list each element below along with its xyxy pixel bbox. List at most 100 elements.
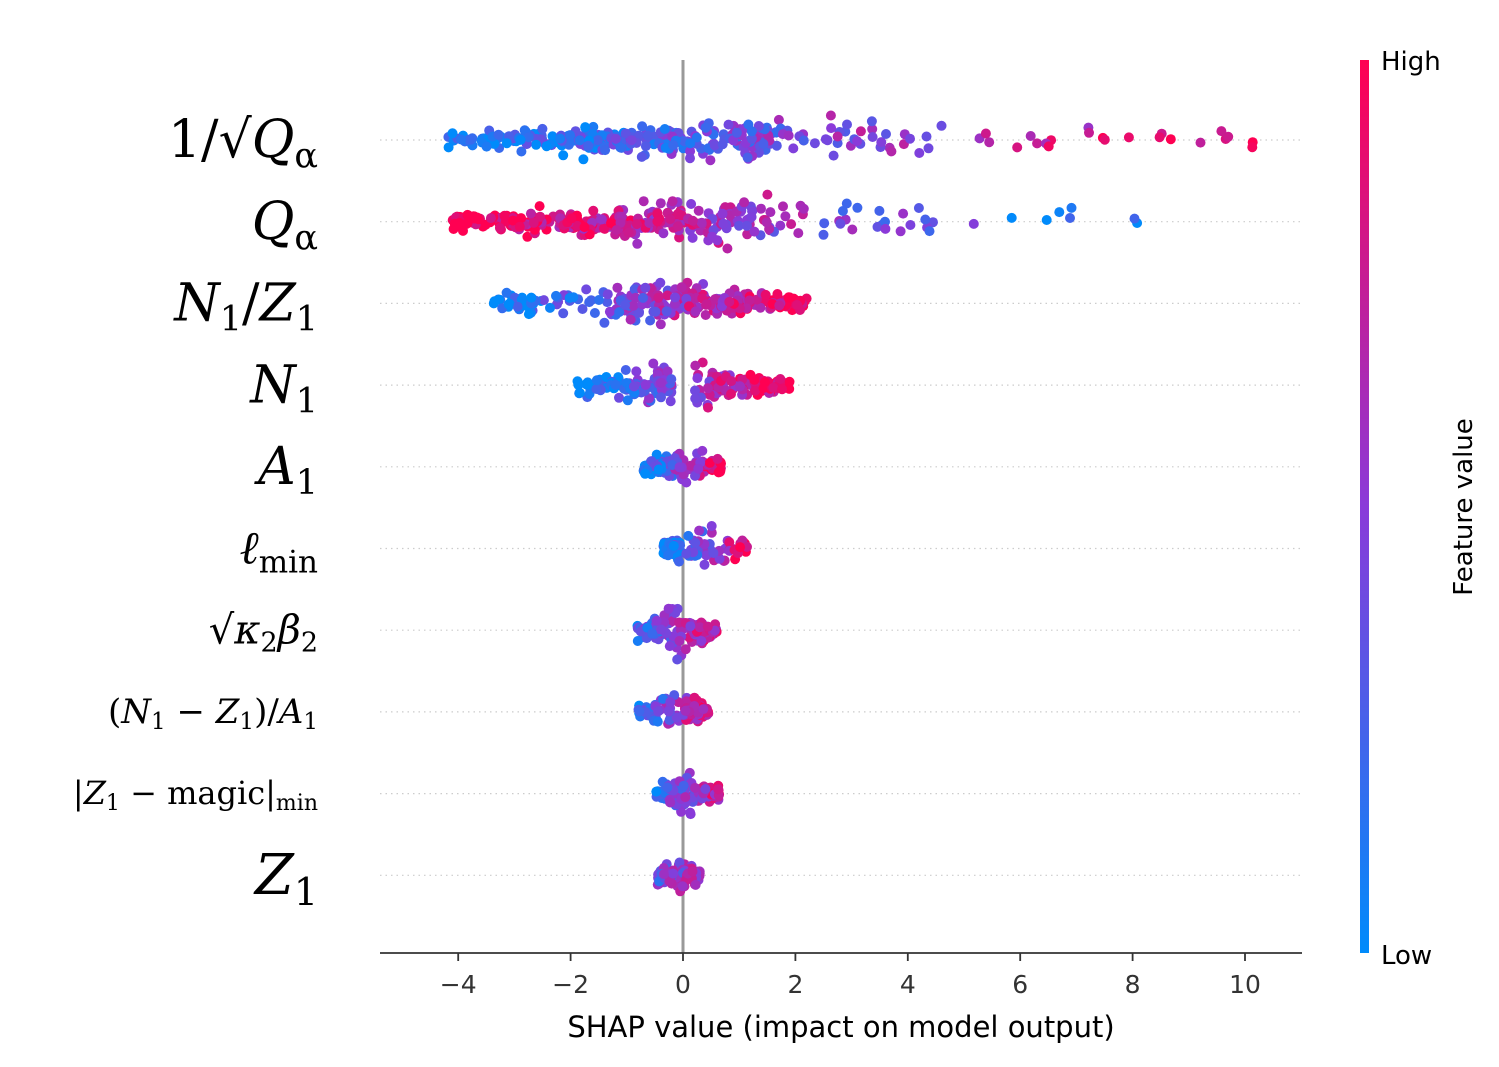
shap-point — [656, 624, 667, 635]
shap-point — [847, 224, 858, 235]
shap-point — [913, 203, 924, 213]
x-tick-label: −2 — [552, 970, 589, 999]
shap-point — [746, 212, 757, 222]
shap-point — [775, 374, 786, 384]
shap-point — [685, 807, 696, 818]
beeswarm-points — [443, 110, 1258, 897]
shap-point — [704, 457, 715, 468]
shap-point — [786, 219, 797, 230]
shap-point — [572, 220, 582, 231]
shap-point — [700, 310, 711, 320]
shap-point — [558, 150, 569, 161]
shap-point — [481, 141, 492, 152]
shap-point — [647, 628, 658, 639]
shap-point — [680, 644, 691, 655]
shap-point — [726, 389, 736, 399]
feature-label: |Z1 − magic|min — [73, 774, 318, 816]
shap-point — [578, 154, 589, 165]
shap-point — [588, 205, 599, 216]
shap-point — [634, 307, 644, 318]
shap-point — [631, 219, 642, 230]
shap-point — [780, 211, 791, 222]
shap-point — [739, 197, 750, 208]
x-tick-label: 0 — [675, 970, 691, 999]
shap-point — [809, 138, 820, 149]
shap-point — [1223, 131, 1234, 142]
shap-point — [658, 869, 669, 880]
shap-point — [674, 635, 685, 646]
shap-point — [665, 396, 676, 407]
shap-point — [642, 130, 653, 141]
shap-point — [758, 138, 769, 149]
shap-point — [596, 214, 607, 225]
shap-point — [746, 133, 757, 144]
shap-point — [523, 132, 534, 143]
shap-point — [735, 542, 746, 553]
shap-point — [774, 300, 785, 311]
shap-point — [726, 376, 737, 387]
shap-point — [456, 134, 467, 145]
colorbar-title: Feature value — [1449, 418, 1479, 596]
shap-point — [771, 140, 782, 151]
shap-point — [842, 119, 852, 130]
shap-point — [652, 216, 663, 227]
shap-point — [512, 301, 523, 312]
shap-point — [528, 217, 539, 228]
shap-point — [1129, 213, 1140, 224]
shap-point — [668, 540, 679, 551]
shap-point — [705, 155, 716, 166]
shap-point — [718, 218, 729, 229]
shap-point — [674, 556, 684, 567]
shap-point — [874, 205, 885, 216]
shap-point — [592, 135, 603, 146]
colorbar — [1360, 60, 1369, 953]
shap-point — [620, 365, 631, 375]
shap-point — [881, 129, 891, 139]
shap-point — [653, 706, 664, 717]
shap-point — [1165, 134, 1176, 145]
shap-point — [707, 231, 718, 242]
shap-point — [674, 232, 685, 243]
shap-point — [650, 306, 661, 317]
shap-point — [464, 134, 475, 145]
shap-point — [1012, 142, 1023, 153]
feature-label: N1/Z1 — [172, 274, 318, 340]
shap-point — [772, 289, 783, 299]
shap-point — [662, 366, 673, 377]
shap-point — [674, 462, 685, 473]
shap-point — [673, 221, 683, 232]
shap-point — [638, 292, 648, 303]
shap-point — [750, 385, 761, 396]
shap-point — [501, 287, 512, 298]
shap-point — [640, 141, 651, 152]
shap-point — [713, 467, 724, 478]
shap-point — [798, 135, 809, 146]
shap-point — [664, 641, 675, 652]
shap-point — [837, 206, 848, 216]
shap-point — [516, 146, 527, 157]
shap-point — [696, 636, 707, 646]
shap-point — [690, 306, 701, 317]
shap-point — [1043, 141, 1054, 152]
shap-point — [683, 530, 694, 541]
shap-point — [685, 153, 695, 164]
shap-point — [692, 373, 703, 384]
shap-point — [656, 392, 666, 403]
shap-point — [898, 208, 909, 219]
shap-point — [792, 300, 803, 310]
shap-point — [610, 379, 621, 390]
shap-point — [706, 521, 717, 531]
shap-point — [717, 208, 728, 219]
shap-point — [717, 139, 728, 150]
shap-point — [591, 375, 602, 386]
shap-point — [876, 137, 887, 148]
shap-point — [698, 704, 709, 715]
shap-point — [443, 142, 454, 153]
shap-point — [687, 215, 698, 226]
feature-label: 1/√Qα — [168, 110, 318, 176]
shap-point — [651, 615, 662, 626]
feature-label: √κ2β2 — [209, 607, 318, 658]
shap-point — [818, 229, 829, 240]
shap-point — [702, 621, 713, 632]
shap-point — [700, 784, 711, 794]
